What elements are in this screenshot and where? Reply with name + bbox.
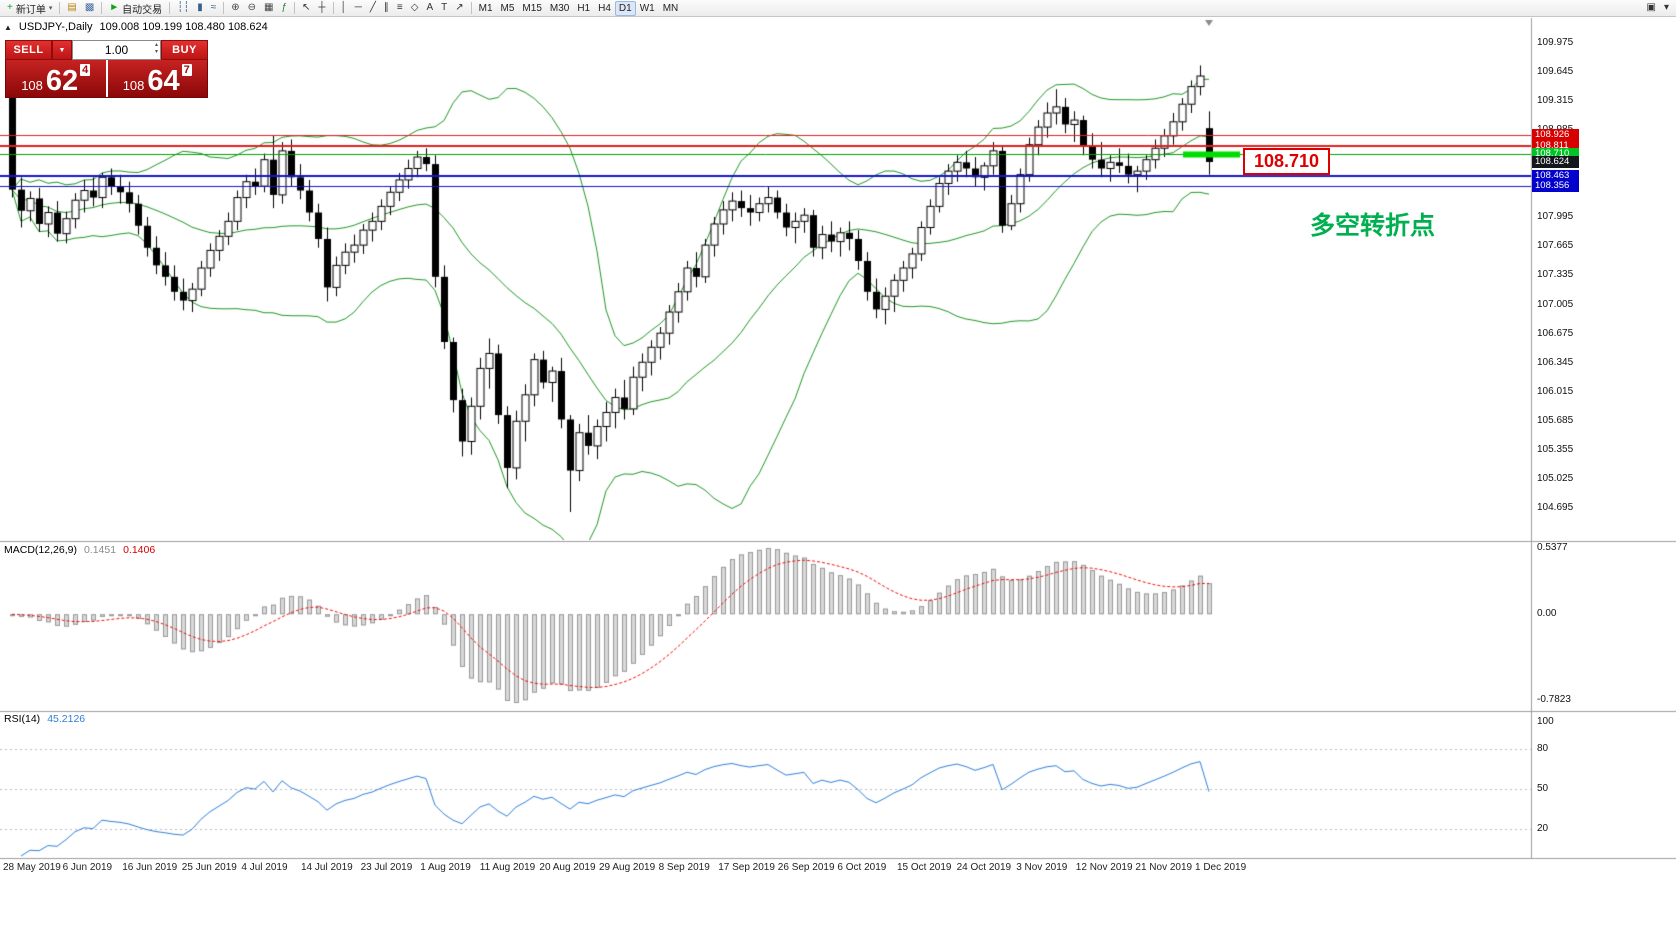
price-level-tag: 108.710	[1243, 148, 1331, 175]
sell-price-prefix: 108	[21, 78, 43, 94]
toolbar-left: + 新订单 ▾ ▤ ▩ ► 自动交易 ┆┆ ▮ ≈ ⊕ ⊖ ▦ ƒ ↖ ┼ │ ─ ╱ ∥ ≡ ◇ A T ↗ M1 M5 M15 M3…	[3, 0, 682, 16]
timeframe-h4-button[interactable]: H4	[594, 1, 615, 16]
line-chart-button[interactable]: ≈	[207, 1, 221, 16]
chart-annotation-text: 多空转折点	[1310, 212, 1436, 240]
trendline-button[interactable]: ╱	[366, 1, 380, 16]
toolbar-options-button[interactable]: ▾	[1660, 1, 1673, 16]
text-button[interactable]: A	[422, 1, 437, 16]
buy-button[interactable]: BUY	[161, 40, 208, 60]
timeframe-m5-button[interactable]: M5	[497, 1, 519, 16]
tile-windows-button[interactable]: ▦	[260, 1, 277, 16]
zoom-in-button[interactable]: ⊕	[227, 1, 243, 16]
macd-signal-value: 0.1406	[123, 544, 156, 556]
new-order-button[interactable]: + 新订单 ▾	[3, 1, 56, 16]
timeframe-m15-button[interactable]: M15	[518, 1, 545, 16]
volume-field[interactable]: 1.00 ▴ ▾	[72, 40, 161, 60]
cursor-button[interactable]: ↖	[298, 1, 314, 16]
toolbar-separator	[169, 2, 171, 14]
buy-price[interactable]: 108 64 7	[105, 60, 208, 98]
zoom-out-button[interactable]: ⊖	[244, 1, 260, 16]
toolbar-separator	[101, 2, 103, 14]
macd-title: MACD(12,26,9)	[4, 544, 77, 556]
symbol-marker-icon: ▲	[4, 22, 12, 32]
order-options-caret-button[interactable]: ▼	[52, 40, 72, 60]
candlestick-chart-button[interactable]: ▮	[193, 1, 207, 16]
rsi-value: 45.2126	[47, 713, 86, 725]
toolbar-separator	[59, 2, 61, 14]
timeframe-d1-button[interactable]: D1	[614, 0, 636, 16]
volume-up-icon[interactable]: ▴	[154, 42, 158, 48]
timeframe-h1-button[interactable]: H1	[573, 1, 594, 16]
sell-price[interactable]: 108 62 4	[6, 60, 106, 97]
sell-price-big: 62	[45, 65, 79, 98]
sell-price-pip: 4	[80, 64, 91, 76]
bar-chart-button[interactable]: ┆┆	[173, 1, 193, 16]
buy-price-pip: 7	[181, 64, 192, 76]
rsi-header: RSI(14) 45.2126	[4, 713, 85, 725]
volume-value[interactable]: 1.00	[104, 43, 129, 57]
macd-main-value: 0.1451	[83, 544, 117, 556]
chart-window-button[interactable]: ▣	[1643, 1, 1660, 16]
horizontal-line-button[interactable]: ─	[351, 1, 366, 16]
macd-header: MACD(12,26,9) 0.1451 0.1406	[4, 544, 155, 556]
buy-price-prefix: 108	[122, 78, 145, 94]
indicators-button[interactable]: ƒ	[277, 1, 291, 16]
toolbar-separator	[294, 2, 296, 14]
trade-panel-controls: SELL ▼ 1.00 ▴ ▾ BUY	[5, 40, 208, 60]
one-click-trading-panel: SELL ▼ 1.00 ▴ ▾ BUY 108 62 4 108 64 7	[5, 40, 208, 98]
timeframe-mn-button[interactable]: MN	[659, 1, 683, 16]
crosshair-button[interactable]: ┼	[314, 1, 329, 16]
toolbar: + 新订单 ▾ ▤ ▩ ► 自动交易 ┆┆ ▮ ≈ ⊕ ⊖ ▦ ƒ ↖ ┼ │ ─ ╱ ∥ ≡ ◇ A T ↗ M1 M5 M15 M3…	[0, 0, 1676, 17]
market-watch-button[interactable]: ▤	[63, 1, 80, 16]
toolbar-separator	[332, 2, 334, 14]
charts-group-button[interactable]: ▩	[81, 1, 98, 16]
channel-button[interactable]: ∥	[380, 1, 393, 16]
label-button[interactable]: T	[437, 1, 451, 16]
toolbar-right: ▣ ▾	[1643, 0, 1673, 16]
buy-price-big: 64	[147, 65, 180, 98]
volume-spinner[interactable]: ▴ ▾	[155, 42, 158, 56]
volume-down-icon[interactable]: ▾	[154, 49, 158, 55]
timeframe-w1-button[interactable]: W1	[636, 1, 659, 16]
arrows-button[interactable]: ↗	[451, 1, 467, 16]
sell-button[interactable]: SELL	[5, 40, 52, 60]
vertical-line-button[interactable]: │	[337, 1, 351, 16]
fibonacci-button[interactable]: ≡	[393, 1, 407, 16]
trade-panel-prices: 108 62 4 108 64 7	[5, 60, 208, 98]
rsi-title: RSI(14)	[4, 713, 41, 725]
autotrading-button[interactable]: ► 自动交易	[105, 1, 166, 16]
chart-ohlc-values: 109.008 109.199 108.480 108.624	[99, 21, 268, 33]
timeframe-m30-button[interactable]: M30	[546, 1, 573, 16]
timeframe-m1-button[interactable]: M1	[475, 1, 497, 16]
chart-info-line: ▲ USDJPY-,Daily 109.008 109.199 108.480 …	[4, 21, 268, 33]
toolbar-separator	[470, 2, 472, 14]
toolbar-separator	[223, 2, 225, 14]
chart-symbol-period: USDJPY-,Daily	[18, 21, 93, 33]
shapes-button[interactable]: ◇	[407, 1, 423, 16]
